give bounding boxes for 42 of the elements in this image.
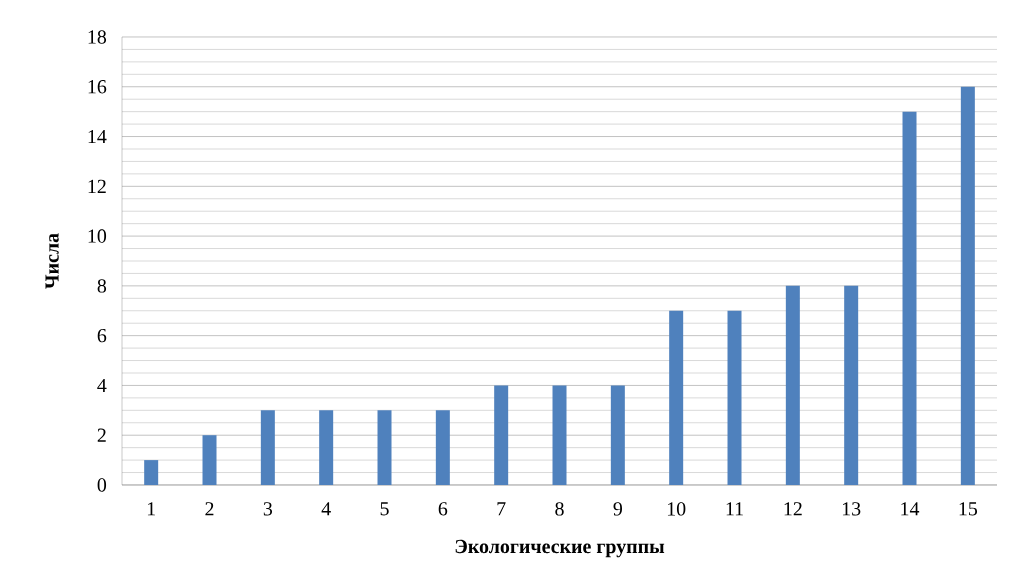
bar [319,410,334,485]
x-tick-label: 15 [959,502,978,516]
y-tick-label: 6 [97,328,107,343]
x-tick-label: 10 [667,502,686,516]
bar [669,310,684,485]
x-tick-label: 6 [438,502,448,516]
bar [377,410,392,485]
bar [144,460,159,485]
bar [202,435,217,485]
x-tick-label: 14 [901,502,920,516]
x-tick-label: 13 [842,502,861,516]
y-tick-label: 8 [97,279,107,293]
x-tick-label: 12 [784,502,802,516]
x-tick-label: 7 [497,502,506,516]
y-tick-label: 18 [88,30,107,44]
bar [494,385,509,485]
x-tick-label: 3 [263,502,273,516]
bar [902,111,917,485]
y-tick-label: 10 [88,229,107,243]
bar [960,86,975,485]
y-tick-label: 0 [97,478,107,492]
bar [844,285,859,485]
bar [727,310,742,485]
x-tick-label: 9 [613,502,622,516]
y-axis-title: Числа [45,233,59,289]
bar [785,285,800,485]
bar [435,410,450,485]
x-axis-title: Экологические группы [455,539,665,558]
x-tick-label: 8 [555,502,564,516]
x-tick-label: 5 [380,502,389,516]
x-tick-label: 11 [726,502,743,516]
bar [260,410,275,485]
y-tick-label: 4 [97,378,107,392]
x-tick-label: 4 [321,502,331,516]
y-tick-label: 2 [97,428,106,442]
x-tick-label: 2 [205,502,214,516]
x-tick-label: 1 [147,502,155,516]
y-tick-label: 12 [88,179,106,193]
y-tick-label: 14 [88,129,107,144]
bar [552,385,567,485]
bar [610,385,625,485]
y-tick-label: 16 [88,80,107,94]
